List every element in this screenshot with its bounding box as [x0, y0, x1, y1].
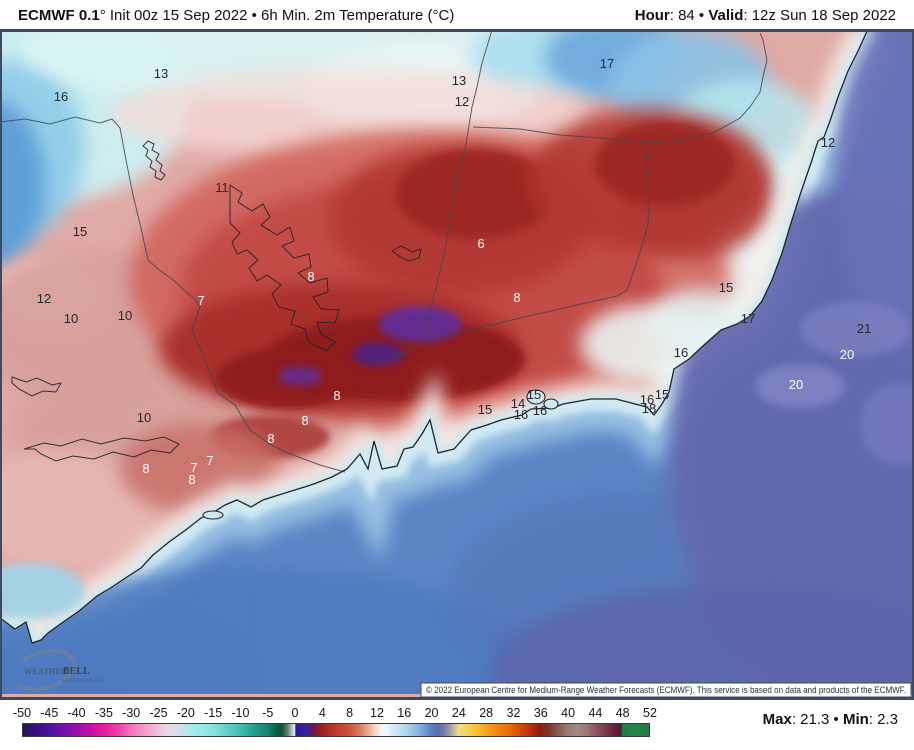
temp-label: 14 — [511, 396, 525, 411]
copyright-text: © 2022 European Centre for Medium-Range … — [426, 685, 906, 695]
logo-text-bell: BELL — [63, 666, 90, 677]
logo-swirl-icon — [11, 648, 77, 692]
temp-label: 7 — [190, 460, 197, 475]
temp-label: 15 — [655, 387, 669, 402]
color-scale-bar — [22, 723, 650, 737]
scale-tick-label: -15 — [204, 706, 223, 720]
temp-label: 8 — [142, 461, 149, 476]
temp-label: 12 — [821, 135, 835, 150]
temp-label: 17 — [600, 56, 614, 71]
coastline — [0, 29, 869, 644]
temp-label: 15 — [73, 224, 87, 239]
model-name: ECMWF 0.1 — [18, 7, 100, 24]
temp-label: 8 — [267, 431, 274, 446]
color-scale-tick-labels: -50 -45 -40 -35 -30 -25 -20 -15 -10 -5 0 4 8 12 16 20 24… — [13, 706, 657, 721]
scale-tick-label: -45 — [40, 706, 59, 720]
temp-label: 13 — [154, 66, 168, 81]
logo-text-weather: WEATHER — [24, 666, 67, 676]
scale-tick-label: 52 — [643, 706, 657, 720]
scale-tick-label: 12 — [370, 706, 384, 720]
temp-label: 12 — [37, 291, 51, 306]
lake-outline — [229, 184, 340, 352]
legend-footer: -50 -45 -40 -35 -30 -25 -20 -15 -10 -5 0 4 8 12 16 20 24… — [0, 700, 914, 750]
scale-tick-label: 40 — [561, 706, 576, 720]
temp-label: 16 — [514, 407, 528, 422]
scale-tick-label: 44 — [588, 706, 603, 720]
scale-tick-label: -25 — [149, 706, 168, 720]
logo-text-analytics: ANALYTICS LLC — [62, 678, 104, 683]
temp-label: 17 — [741, 311, 755, 326]
scale-tick-label: 32 — [506, 706, 521, 720]
lakes — [11, 140, 422, 462]
lake-outline — [23, 436, 180, 462]
scale-tick-label: 16 — [397, 706, 412, 720]
temp-label: 15 — [478, 402, 492, 417]
temp-label: 15 — [527, 387, 541, 402]
scale-tick-label: 48 — [615, 706, 630, 720]
max-value: 21.3 — [800, 711, 830, 728]
scale-tick-label: 4 — [318, 706, 326, 720]
hour-valid-readout: Hour: 84 • Valid: 12z Sun 18 Sep 2022 — [634, 7, 896, 24]
temp-label: 16 — [533, 403, 547, 418]
temp-label: 8 — [307, 269, 314, 284]
scale-tick-label: -40 — [67, 706, 86, 720]
temp-label: 13 — [452, 73, 466, 88]
scale-tick-label: -5 — [262, 706, 274, 720]
lake-outline — [11, 376, 62, 397]
map-title: ECMWF 0.1° Init 00z 15 Sep 2022 • 6h Min… — [18, 7, 454, 24]
temp-label: 11 — [215, 180, 229, 195]
scale-tick-label: 24 — [451, 706, 466, 720]
temp-label: 7 — [206, 453, 213, 468]
temp-label: 16 — [674, 345, 688, 360]
scale-tick-label: -10 — [231, 706, 250, 720]
weatherbell-logo: WEATHER BELL ANALYTICS LLC — [11, 648, 104, 692]
scale-tick-label: -50 — [12, 706, 32, 720]
max-min-readout: Max: 21.3 • Min: 2.3 — [762, 711, 898, 728]
temp-label: 21 — [857, 321, 871, 336]
scale-tick-label: 0 — [291, 706, 299, 720]
land-temperature-field — [0, 29, 914, 700]
scale-tick-label: -35 — [94, 706, 113, 720]
lake-outline — [391, 245, 422, 262]
temp-label: 18 — [642, 401, 656, 416]
init-and-parameter: ° Init 00z 15 Sep 2022 • 6h Min. 2m Temp… — [99, 7, 455, 24]
scale-tick-label: 8 — [346, 706, 354, 720]
temp-label: 8 — [188, 472, 195, 487]
scale-tick-label: -30 — [122, 706, 141, 720]
copyright-bar: © 2022 European Centre for Medium-Range … — [420, 682, 912, 698]
islands — [202, 389, 559, 520]
scale-tick-label: 20 — [424, 706, 439, 720]
temp-label: 7 — [197, 293, 204, 308]
temp-label: 10 — [137, 410, 151, 425]
temp-label: 16 — [640, 392, 654, 407]
temp-label: 6 — [477, 236, 484, 251]
title-bar: ECMWF 0.1° Init 00z 15 Sep 2022 • 6h Min… — [0, 0, 914, 29]
temp-label: 8 — [333, 388, 340, 403]
temp-label: 10 — [118, 308, 132, 323]
temp-label: 12 — [455, 94, 469, 109]
temp-label: 20 — [840, 347, 854, 362]
forecast-map: 13 16 17 13 12 12 11 15 6 8 7 12 10 10 8 15 17 21 16 20 20 8 1… — [0, 29, 914, 700]
temp-label: 20 — [789, 377, 803, 392]
scale-tick-label: -20 — [176, 706, 195, 720]
temp-label: 10 — [64, 311, 78, 326]
temp-label: 15 — [719, 280, 733, 295]
temp-label: 8 — [301, 413, 308, 428]
temp-label: 16 — [54, 89, 68, 104]
map-frame — [0, 29, 914, 700]
lake-outline — [142, 140, 166, 181]
temp-label: 8 — [513, 290, 520, 305]
scale-tick-label: 36 — [533, 706, 548, 720]
state-borders — [0, 29, 768, 473]
scale-tick-label: 28 — [479, 706, 494, 720]
min-value: 2.3 — [877, 711, 898, 728]
